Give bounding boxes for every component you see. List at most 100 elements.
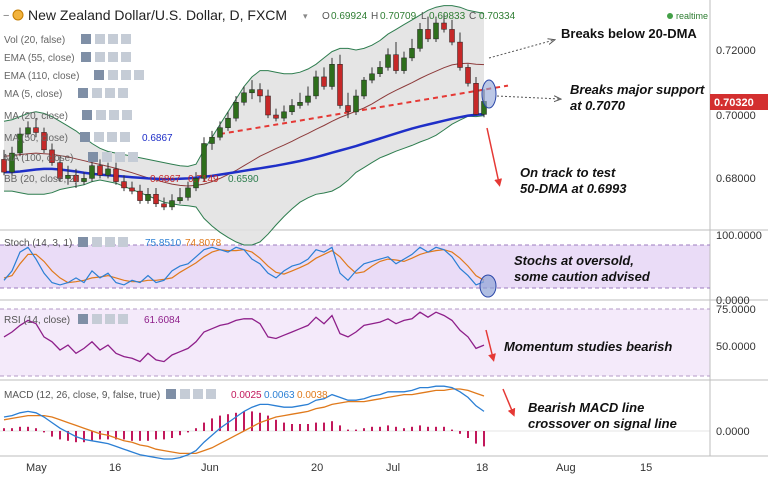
close-icon[interactable] bbox=[121, 34, 131, 44]
rsi-pane bbox=[3, 311, 485, 363]
add-icon[interactable] bbox=[105, 237, 115, 247]
support-pointer bbox=[496, 96, 560, 99]
candle bbox=[225, 111, 231, 131]
settings-icon[interactable] bbox=[78, 88, 88, 98]
close-icon[interactable] bbox=[134, 70, 144, 80]
candle-body bbox=[337, 64, 343, 106]
candle bbox=[73, 168, 79, 188]
title-menu-icon[interactable]: ▾ bbox=[303, 11, 308, 21]
stoch-d-value: 74.8078 bbox=[185, 238, 222, 249]
candle bbox=[385, 48, 391, 71]
candle-body bbox=[209, 136, 215, 144]
candle-body bbox=[273, 114, 279, 119]
candle bbox=[57, 156, 63, 182]
candle-body bbox=[25, 127, 31, 135]
add-icon[interactable] bbox=[108, 52, 118, 62]
candle bbox=[217, 121, 223, 141]
indicator-row[interactable]: MA (50, close) 0.6867 bbox=[4, 132, 173, 144]
settings-icon[interactable] bbox=[81, 34, 91, 44]
settings-icon[interactable] bbox=[78, 314, 88, 324]
add-icon[interactable] bbox=[193, 389, 203, 399]
candle bbox=[257, 83, 263, 103]
candle bbox=[177, 187, 183, 204]
add-icon[interactable] bbox=[108, 34, 118, 44]
stoch-header[interactable]: Stoch (14, 3, 1) 75.8510 74.8078 bbox=[4, 237, 222, 249]
candle-body bbox=[241, 92, 247, 103]
bb-middle-line bbox=[3, 62, 485, 187]
add-icon[interactable] bbox=[109, 110, 119, 120]
eye-icon[interactable] bbox=[96, 110, 106, 120]
close-icon[interactable] bbox=[118, 237, 128, 247]
price-tick: 0.68000 bbox=[716, 173, 756, 185]
candle-body bbox=[145, 194, 151, 201]
macd-header[interactable]: MACD (12, 26, close, 9, false, true) 0.0… bbox=[4, 389, 328, 401]
add-icon[interactable] bbox=[107, 132, 117, 142]
eye-icon[interactable] bbox=[108, 70, 118, 80]
indicator-row[interactable]: BB (20, close, 2) 0.6867 0.7149 0.6590 bbox=[4, 174, 259, 185]
candle bbox=[89, 159, 95, 182]
indicator-label: MA (20, close) bbox=[4, 111, 68, 122]
add-icon[interactable] bbox=[105, 314, 115, 324]
add-icon[interactable] bbox=[121, 70, 131, 80]
eye-icon[interactable] bbox=[92, 237, 102, 247]
eye-icon[interactable] bbox=[92, 314, 102, 324]
candle-body bbox=[177, 197, 183, 201]
settings-icon[interactable] bbox=[81, 52, 91, 62]
eye-icon[interactable] bbox=[180, 389, 190, 399]
rsi-header[interactable]: RSI (14, close) 61.6084 bbox=[4, 314, 181, 326]
header-collapse-icon[interactable]: − bbox=[3, 10, 9, 22]
eye-icon[interactable] bbox=[92, 88, 102, 98]
candle bbox=[449, 19, 455, 46]
candle bbox=[185, 181, 191, 201]
settings-icon[interactable] bbox=[94, 70, 104, 80]
settings-icon[interactable] bbox=[166, 389, 176, 399]
annotation-stoch-1: Stochs at oversold, bbox=[514, 253, 634, 268]
eye-icon[interactable] bbox=[94, 132, 104, 142]
candle bbox=[353, 89, 359, 115]
close-icon[interactable] bbox=[118, 314, 128, 324]
indicator-row[interactable]: EMA (55, close) bbox=[4, 52, 131, 64]
indicator-label: BB (20, close, 2) bbox=[4, 174, 78, 185]
candle-body bbox=[321, 76, 327, 87]
price-tick: 0.72000 bbox=[716, 45, 756, 57]
candle-body bbox=[81, 178, 87, 182]
settings-icon[interactable] bbox=[78, 237, 88, 247]
settings-icon[interactable] bbox=[88, 152, 98, 162]
bb-value-3: 0.6590 bbox=[228, 174, 259, 185]
stoch-tick: 100.0000 bbox=[716, 230, 762, 242]
candle-body bbox=[185, 187, 191, 198]
add-icon[interactable] bbox=[115, 152, 125, 162]
settings-icon[interactable] bbox=[82, 110, 92, 120]
indicator-row[interactable]: MA (100, close) bbox=[4, 152, 138, 164]
add-icon[interactable] bbox=[105, 88, 115, 98]
indicator-row[interactable]: Vol (20, false) bbox=[4, 34, 131, 46]
indicator-row[interactable]: MA (20, close) bbox=[4, 110, 132, 122]
annotation-momentum: Momentum studies bearish bbox=[504, 339, 672, 354]
close-icon[interactable] bbox=[121, 52, 131, 62]
indicator-label: EMA (110, close) bbox=[4, 71, 79, 82]
macd-line bbox=[3, 385, 485, 460]
close-icon[interactable] bbox=[120, 132, 130, 142]
annotation-macd-1: Bearish MACD line bbox=[528, 400, 644, 415]
candle bbox=[345, 92, 351, 119]
close-icon[interactable] bbox=[128, 152, 138, 162]
settings-icon[interactable] bbox=[80, 132, 90, 142]
candle-body bbox=[65, 175, 71, 179]
close-icon[interactable] bbox=[122, 110, 132, 120]
eye-icon[interactable] bbox=[95, 52, 105, 62]
candle-body bbox=[225, 117, 231, 128]
candle bbox=[329, 57, 335, 90]
indicator-row[interactable]: MA (5, close) bbox=[4, 88, 128, 100]
eye-icon[interactable] bbox=[102, 152, 112, 162]
close-icon[interactable] bbox=[206, 389, 216, 399]
close-icon[interactable] bbox=[118, 88, 128, 98]
candle bbox=[41, 127, 47, 154]
eye-icon[interactable] bbox=[95, 34, 105, 44]
candle-body bbox=[169, 200, 175, 208]
rsi-line bbox=[3, 311, 485, 363]
candle bbox=[9, 146, 15, 176]
candle bbox=[313, 70, 319, 100]
indicator-row[interactable]: EMA (110, close) bbox=[4, 70, 144, 82]
bb-value-2: 0.7149 bbox=[188, 174, 219, 185]
ohlc-value-close: 0.70334 bbox=[479, 11, 516, 22]
